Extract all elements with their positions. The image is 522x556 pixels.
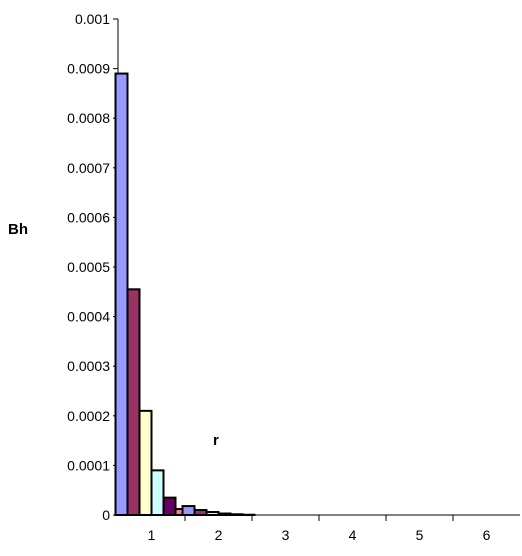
x-tick-label: 6 — [483, 527, 491, 543]
x-tick-label: 4 — [349, 527, 357, 543]
y-tick-label: 0.0006 — [67, 209, 110, 225]
y-axis-title: Bh — [8, 221, 28, 238]
x-tick-label: 3 — [282, 527, 290, 543]
y-tick-label: 0.0004 — [67, 309, 110, 325]
bars — [114, 72, 256, 517]
y-tick-label: 0.0009 — [67, 61, 110, 77]
bar — [217, 512, 232, 517]
bar — [205, 511, 220, 516]
y-tick-label: 0.001 — [75, 11, 110, 27]
y-tick-label: 0.0001 — [67, 457, 110, 473]
x-axis-title: r — [213, 432, 219, 449]
y-tick-label: 0.0008 — [67, 110, 110, 126]
y-tick-label: 0 — [102, 507, 110, 523]
y-axis: 0 0.0001 0.0002 0.0003 0.0004 0.0005 0.0006 0.0… — [67, 11, 119, 523]
x-tick-label: 1 — [148, 527, 156, 543]
bar — [229, 513, 244, 516]
bar — [162, 496, 177, 517]
bar — [193, 509, 208, 517]
bar — [181, 505, 196, 516]
y-tick-label: 0.0002 — [67, 408, 110, 424]
y-tick-label: 0.0005 — [67, 259, 110, 275]
x-tick-label: 5 — [416, 527, 424, 543]
bar — [114, 72, 129, 516]
bar — [138, 409, 153, 516]
bar — [126, 288, 141, 516]
x-tick-label: 2 — [215, 527, 223, 543]
bar — [150, 469, 165, 516]
x-axis: 1 2 3 4 5 6 — [118, 514, 520, 543]
y-tick-label: 0.0003 — [67, 358, 110, 374]
y-tick-label: 0.0007 — [67, 160, 110, 176]
